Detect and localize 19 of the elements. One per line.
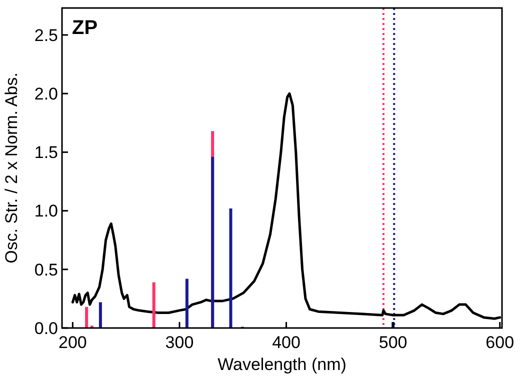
- x-tick-label: 500: [378, 333, 408, 352]
- y-tick-label: 1.0: [34, 202, 58, 221]
- bar: [85, 306, 88, 328]
- x-tick-label: 200: [58, 333, 87, 352]
- bar: [98, 302, 102, 328]
- y-tick-label: 2.5: [34, 26, 58, 45]
- x-tick-label: 600: [486, 333, 514, 352]
- y-tick-label: 2.0: [34, 84, 58, 104]
- bar: [152, 282, 156, 328]
- y-tick-label: 1.5: [34, 143, 58, 162]
- x-axis-title: Wavelength (nm): [218, 355, 346, 374]
- bar: [229, 208, 232, 328]
- x-tick-label: 400: [272, 333, 300, 352]
- x-tick-label: 300: [165, 333, 194, 352]
- y-tick-label: 0.0: [34, 318, 58, 338]
- y-tick-label: 0.5: [34, 260, 58, 280]
- bar: [185, 278, 188, 328]
- chart-title: ZP: [72, 17, 98, 39]
- y-axis-title: Osc. Str. / 2 x Norm. Abs.: [2, 72, 21, 264]
